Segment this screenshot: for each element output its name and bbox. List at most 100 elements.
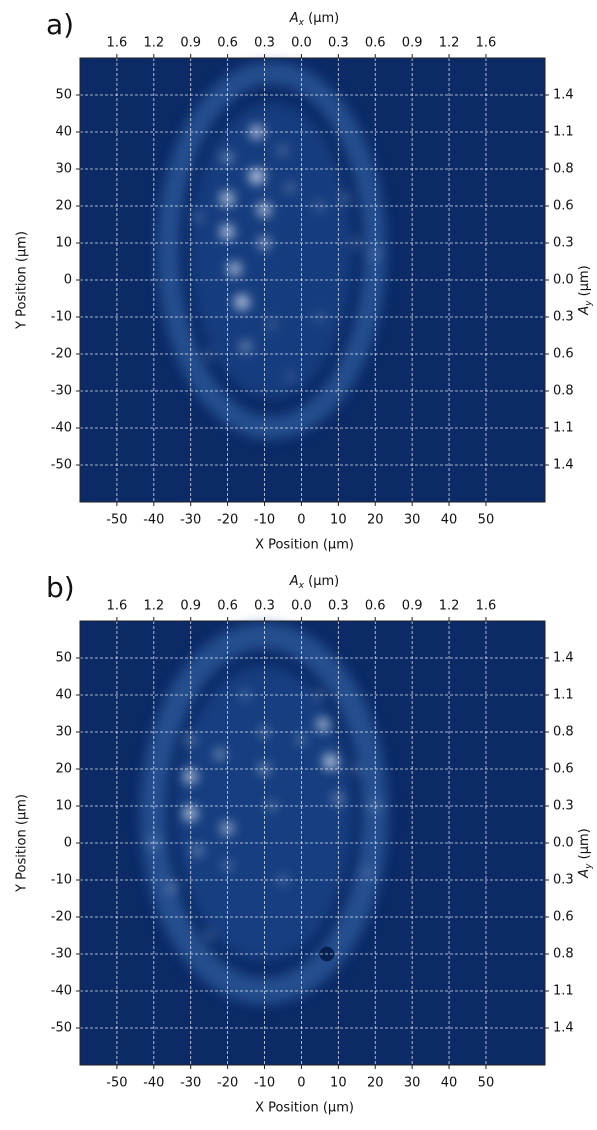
y-tick-label: -30: [51, 947, 72, 962]
y2-tick-label: 1.4: [553, 651, 574, 666]
y2-tick-label: 0.3: [553, 310, 574, 325]
x2-tick-label: 0.3: [254, 599, 275, 614]
y2-tick-label: 0.6: [553, 762, 574, 777]
x2-tick-label: 1.2: [143, 36, 164, 51]
x2-tick-label: 0.6: [365, 36, 386, 51]
axis-title-base: A: [289, 574, 299, 589]
x-tick-label: 20: [367, 513, 384, 528]
x2-tick-label: 0.9: [402, 36, 423, 51]
y-tick-label: -10: [51, 873, 72, 888]
x2-tick-label: 0.6: [365, 599, 386, 614]
y-tick-label: 40: [55, 125, 72, 140]
x2-tick-label: 0.3: [328, 36, 349, 51]
axis-title-rest: (μm): [304, 574, 339, 589]
x-axis-title: X Position (μm): [255, 1101, 354, 1116]
y2-tick-label: 0.8: [553, 725, 574, 740]
x-tick-label: -40: [143, 513, 164, 528]
y2-tick-label: 0.0: [553, 273, 574, 288]
image-a: [157, 61, 386, 440]
y-tick-label: -50: [51, 1021, 72, 1036]
y-tick-label: 0: [64, 273, 72, 288]
panel-label: a): [46, 8, 74, 41]
y2-tick-label: 0.6: [553, 199, 574, 214]
x-tick-label: -30: [180, 1076, 201, 1091]
x2-tick-label: 0.9: [180, 599, 201, 614]
y-tick-label: 20: [55, 199, 72, 214]
axis-title-rest: (μm): [577, 828, 592, 863]
x2-tick-label: 0.6: [217, 36, 238, 51]
image-b: [140, 622, 388, 1004]
axis-title-sub: y: [584, 300, 594, 307]
x-tick-label: -50: [106, 513, 127, 528]
y2-tick-label: 0.0: [553, 836, 574, 851]
y2-tick-label: 0.3: [553, 873, 574, 888]
y2-tick-label: 1.1: [553, 688, 574, 703]
x-tick-label: -10: [254, 1076, 275, 1091]
y2-tick-label: 0.8: [553, 162, 574, 177]
x-tick-label: 50: [478, 1076, 495, 1091]
x2-tick-label: 0.0: [291, 36, 312, 51]
x2-tick-label: 1.6: [476, 36, 497, 51]
y2-tick-label: 1.1: [553, 984, 574, 999]
y2-tick-label: 1.1: [553, 125, 574, 140]
x-tick-label: 10: [330, 1076, 347, 1091]
axis-title-base: A: [289, 11, 299, 26]
x-tick-label: 30: [404, 1076, 421, 1091]
y2-tick-label: 0.3: [553, 799, 574, 814]
x-tick-label: -20: [217, 513, 238, 528]
y2-tick-label: 1.4: [553, 1021, 574, 1036]
y2-tick-label: 1.4: [553, 458, 574, 473]
x-tick-label: 20: [367, 1076, 384, 1091]
y-tick-label: -10: [51, 310, 72, 325]
x2-tick-label: 1.2: [143, 599, 164, 614]
x2-tick-label: 0.0: [291, 599, 312, 614]
y-tick-label: 50: [55, 88, 72, 103]
y2-tick-label: 0.6: [553, 347, 574, 362]
x-tick-label: -20: [217, 1076, 238, 1091]
x2-tick-label: 0.9: [402, 599, 423, 614]
y2-tick-label: 1.4: [553, 88, 574, 103]
y-tick-label: 20: [55, 762, 72, 777]
axis-title-rest: (μm): [577, 265, 592, 300]
y-tick-label: -30: [51, 384, 72, 399]
y2-tick-label: 0.8: [553, 947, 574, 962]
axis-title-base: A: [577, 869, 592, 879]
axis-title-sub: y: [584, 863, 594, 870]
y2-tick-label: 0.6: [553, 910, 574, 925]
axis-title-rest: (μm): [304, 11, 339, 26]
x-tick-label: -50: [106, 1076, 127, 1091]
y-axis-title: Y Position (μm): [15, 231, 30, 330]
axis-title-sub: x: [298, 18, 305, 28]
x-tick-label: -10: [254, 513, 275, 528]
y-tick-label: 40: [55, 688, 72, 703]
axis-title-sub: x: [298, 581, 305, 591]
y2-tick-label: 1.1: [553, 421, 574, 436]
x-tick-label: -40: [143, 1076, 164, 1091]
x2-tick-label: 1.6: [476, 599, 497, 614]
y-tick-label: 0: [64, 836, 72, 851]
x2-tick-label: 0.3: [328, 599, 349, 614]
x-tick-label: 40: [441, 1076, 458, 1091]
x-axis-title: X Position (μm): [255, 538, 354, 553]
x2-tick-label: 0.3: [254, 36, 275, 51]
y-tick-label: -20: [51, 347, 72, 362]
axis-title: Ay (μm): [577, 828, 594, 878]
x2-tick-label: 1.6: [107, 36, 128, 51]
axis-title: Ax (μm): [289, 574, 339, 591]
y-axis-title: Y Position (μm): [15, 794, 30, 893]
x-tick-label: 40: [441, 513, 458, 528]
x2-tick-label: 0.9: [180, 36, 201, 51]
axis-title: Ax (μm): [289, 11, 339, 28]
y-tick-label: -20: [51, 910, 72, 925]
axis-title-base: A: [577, 306, 592, 316]
x2-tick-label: 1.6: [107, 599, 128, 614]
y-tick-label: -40: [51, 421, 72, 436]
y-tick-label: 10: [55, 236, 72, 251]
y-tick-label: 10: [55, 799, 72, 814]
y-tick-label: -50: [51, 458, 72, 473]
y-tick-label: 30: [55, 162, 72, 177]
y-tick-label: 50: [55, 651, 72, 666]
panel-label: b): [46, 571, 75, 604]
x2-tick-label: 1.2: [439, 36, 460, 51]
